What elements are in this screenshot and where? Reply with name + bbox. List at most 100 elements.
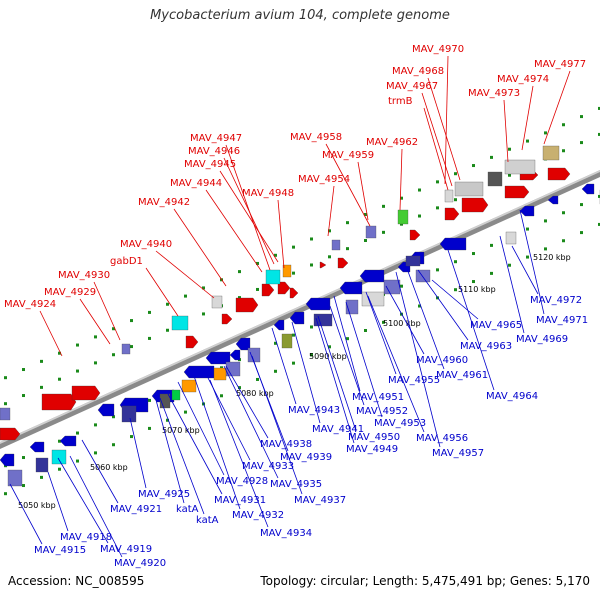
gene-box[interactable] (159, 393, 171, 409)
gene-box[interactable] (121, 405, 137, 423)
gene-box[interactable] (7, 469, 23, 487)
forward-gene-label[interactable]: MAV_4945 (184, 159, 236, 170)
reverse-gene-label[interactable]: MAV_4953 (374, 418, 426, 429)
reverse-gene-label[interactable]: MAV_4928 (216, 476, 268, 487)
forward-gene[interactable] (319, 261, 327, 269)
gene-box[interactable] (444, 189, 454, 203)
gene-box[interactable] (35, 457, 49, 473)
forward-gene-label[interactable]: MAV_4948 (242, 188, 294, 199)
reverse-gene-label[interactable]: MAV_4943 (288, 405, 340, 416)
reverse-gene-label[interactable]: MAV_4931 (214, 495, 266, 506)
reverse-gene-label[interactable]: MAV_4915 (34, 545, 86, 556)
forward-gene-label[interactable]: MAV_4970 (412, 44, 464, 55)
gene-box[interactable] (361, 291, 385, 307)
forward-gene[interactable] (289, 287, 299, 299)
gene-box[interactable] (505, 231, 517, 245)
reverse-gene[interactable] (289, 311, 305, 325)
forward-gene[interactable] (261, 283, 275, 297)
reverse-gene[interactable] (205, 351, 231, 365)
reverse-gene-label[interactable]: MAV_4918 (60, 532, 112, 543)
reverse-gene-label[interactable]: MAV_4938 (260, 439, 312, 450)
reverse-gene-label[interactable]: MAV_4955 (388, 375, 440, 386)
forward-gene-label[interactable]: MAV_4958 (290, 132, 342, 143)
reverse-gene-label[interactable]: MAV_4949 (346, 444, 398, 455)
forward-gene-label[interactable]: MAV_4959 (322, 150, 374, 161)
forward-gene[interactable] (461, 197, 489, 213)
reverse-gene-label[interactable]: MAV_4920 (114, 558, 166, 569)
forward-gene-label[interactable]: MAV_4929 (44, 287, 96, 298)
reverse-gene[interactable] (339, 281, 363, 295)
gene-box[interactable] (213, 367, 227, 381)
gene-box[interactable] (331, 239, 341, 251)
forward-gene-label[interactable]: MAV_4940 (120, 239, 172, 250)
forward-gene[interactable] (221, 313, 233, 325)
forward-gene-label[interactable]: MAV_4947 (190, 133, 242, 144)
reverse-gene-label[interactable]: katA (196, 515, 219, 526)
reverse-gene-label[interactable]: MAV_4951 (352, 392, 404, 403)
forward-gene[interactable] (444, 207, 460, 221)
reverse-gene[interactable] (0, 453, 15, 467)
reverse-gene-label[interactable]: MAV_4925 (138, 489, 190, 500)
forward-gene-label[interactable]: MAV_4962 (366, 137, 418, 148)
forward-gene-label[interactable]: MAV_4968 (392, 66, 444, 77)
reverse-gene-label[interactable]: MAV_4969 (516, 334, 568, 345)
forward-gene-label[interactable]: MAV_4974 (497, 74, 549, 85)
reverse-gene-label[interactable]: MAV_4971 (536, 315, 588, 326)
reverse-gene[interactable] (29, 441, 45, 453)
reverse-gene-label[interactable]: MAV_4933 (242, 461, 294, 472)
gene-box[interactable] (365, 225, 377, 239)
reverse-gene[interactable] (183, 365, 215, 379)
gene-box[interactable] (211, 295, 223, 309)
forward-gene[interactable] (277, 281, 291, 295)
gene-box[interactable] (415, 269, 431, 283)
reverse-gene-label[interactable]: MAV_4934 (260, 528, 312, 539)
forward-gene[interactable] (185, 335, 199, 349)
reverse-gene-label[interactable]: MAV_4972 (530, 295, 582, 306)
gene-box[interactable] (181, 379, 197, 393)
gene-box[interactable] (504, 159, 536, 175)
reverse-gene-label[interactable]: MAV_4921 (110, 504, 162, 515)
reverse-gene-label[interactable]: MAV_4956 (416, 433, 468, 444)
forward-gene-label[interactable]: trmB (388, 96, 413, 107)
reverse-gene[interactable] (235, 337, 251, 351)
forward-gene-label[interactable]: gabD1 (110, 256, 143, 267)
reverse-gene-label[interactable]: MAV_4960 (416, 355, 468, 366)
gene-box[interactable] (487, 171, 503, 187)
reverse-gene-label[interactable]: MAV_4964 (486, 391, 538, 402)
reverse-gene[interactable] (359, 269, 385, 283)
forward-gene[interactable] (0, 427, 21, 441)
gene-box[interactable] (542, 145, 560, 161)
reverse-gene-label[interactable]: MAV_4957 (432, 448, 484, 459)
forward-gene[interactable] (235, 297, 259, 313)
reverse-gene-label[interactable]: MAV_4935 (270, 479, 322, 490)
reverse-gene[interactable] (581, 183, 595, 195)
gene-box[interactable] (397, 209, 409, 225)
forward-gene-label[interactable]: MAV_4930 (58, 270, 110, 281)
gene-box[interactable] (171, 315, 189, 331)
forward-gene-label[interactable]: MAV_4973 (468, 88, 520, 99)
reverse-gene[interactable] (519, 205, 535, 217)
gene-box[interactable] (281, 333, 293, 349)
reverse-gene[interactable] (59, 435, 77, 447)
reverse-gene-label[interactable]: MAV_4961 (436, 370, 488, 381)
gene-box[interactable] (0, 407, 11, 421)
reverse-gene-label[interactable]: MAV_4952 (356, 406, 408, 417)
gene-box[interactable] (51, 449, 67, 465)
reverse-gene-label[interactable]: MAV_4932 (232, 510, 284, 521)
reverse-gene-label[interactable]: katA (176, 504, 199, 515)
forward-gene-label[interactable]: MAV_4924 (4, 299, 56, 310)
gene-box[interactable] (121, 343, 131, 355)
reverse-gene[interactable] (305, 297, 331, 311)
forward-gene[interactable] (409, 229, 421, 241)
forward-gene[interactable] (41, 393, 77, 411)
gene-box[interactable] (282, 264, 292, 278)
forward-gene-label[interactable]: MAV_4942 (138, 197, 190, 208)
gene-box[interactable] (265, 269, 281, 285)
reverse-gene-label[interactable]: MAV_4965 (470, 320, 522, 331)
forward-gene-label[interactable]: MAV_4954 (298, 174, 350, 185)
reverse-gene-label[interactable]: MAV_4939 (280, 452, 332, 463)
reverse-gene-label[interactable]: MAV_4963 (460, 341, 512, 352)
reverse-gene-label[interactable]: MAV_4941 (312, 424, 364, 435)
forward-gene-label[interactable]: MAV_4967 (386, 81, 438, 92)
gene-box[interactable] (171, 389, 181, 401)
